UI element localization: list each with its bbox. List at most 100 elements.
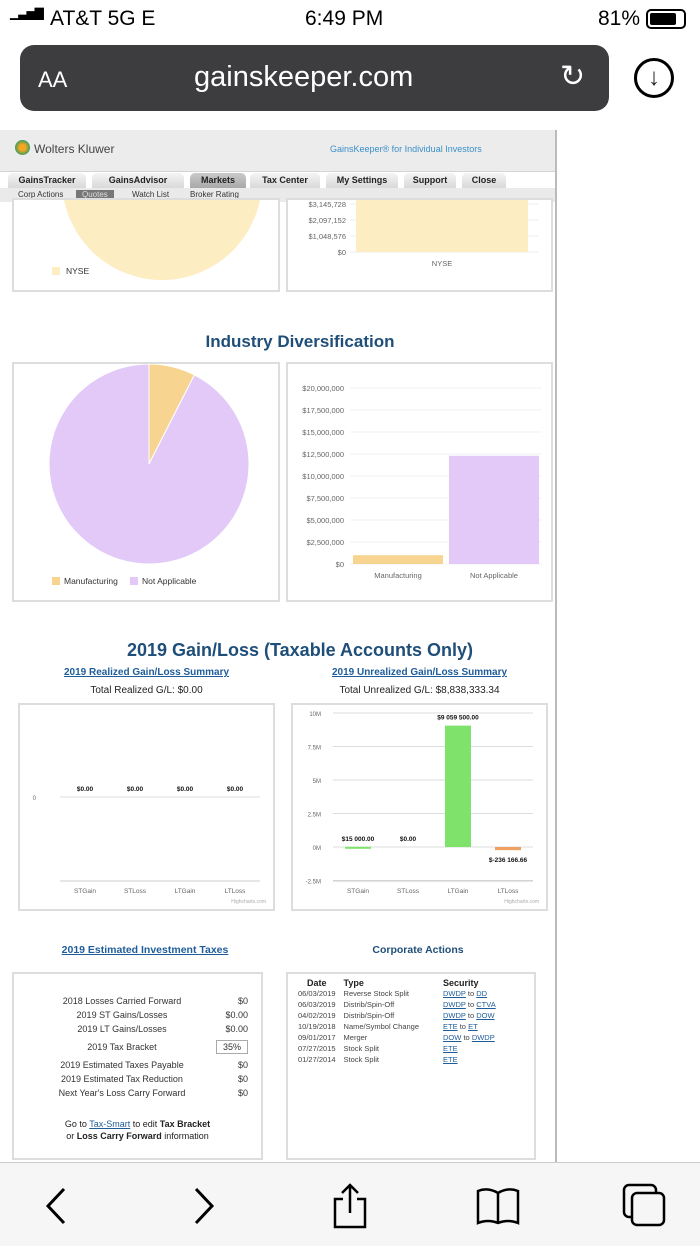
tax-amount: $0 [237,1088,248,1098]
security-link[interactable]: DOW [443,1033,462,1042]
y-tick-label: $5,000,000 [306,516,344,525]
security-link[interactable]: CTVA [476,1000,496,1009]
industry-heading: Industry Diversification [205,332,395,351]
reload-icon[interactable]: ↻ [560,60,586,93]
page-margin [559,130,700,1162]
col-date: Date [307,978,327,988]
action-type: Merger [343,1033,368,1042]
action-type: Name/Symbol Change [343,1022,420,1031]
security-link[interactable]: DWDP [443,989,466,998]
y-tick-label: $15,000,000 [302,428,344,437]
data-label: $0.00 [400,836,417,843]
reader-aa-button[interactable]: AA [38,67,68,92]
action-date: 09/01/2017 [298,1033,336,1042]
highcharts-credit: Highcharts.com [231,899,266,905]
tab-gainsadvisor[interactable]: GainsAdvisor [92,173,184,188]
security-link[interactable]: DWDP [443,1011,466,1020]
y-tick-label: 2.5M [308,813,321,819]
realized-total: Total Realized G/L: $0.00 [90,685,203,696]
tax-amount: $0.00 [225,1024,248,1034]
back-icon[interactable] [32,1181,82,1231]
subnav-broker-rating[interactable]: Broker Rating [190,190,239,199]
security-link[interactable]: DOW [476,1011,495,1020]
note-bold: Tax Bracket [159,1119,211,1129]
unrealized-chart-panel: -2.5M 0M 2.5M 5M 7.5M 10M $15 000.00 STGain $0.0… [291,703,548,911]
to-word: to [459,1022,466,1031]
url-text[interactable]: gainskeeper.com [194,61,414,93]
tab-my-settings[interactable]: My Settings [326,173,398,188]
realized-summary-link[interactable]: 2019 Realized Gain/Loss Summary [63,667,230,678]
x-tick-label: STGain [74,888,96,895]
realized-chart-panel: 0 $0.00 STGain $0.00 STLoss $0.00 LTGain $0.00 L… [18,703,275,911]
security-link[interactable]: DD [476,989,488,998]
tax-row: 2019 Estimated Taxes Payable $0 [42,1058,252,1072]
web-page: Wolters Kluwer GainsKeeper® for Individu… [0,130,557,1162]
y-tick-label: $7,500,000 [306,494,344,503]
corp-action-row: 04/02/2019 Distrib/Spin-Off DWDP to DOW [294,1010,500,1021]
tax-value: $0.00 [202,1008,252,1022]
y-tick-label: $0 [338,248,346,257]
download-icon[interactable]: ↓ [634,58,674,98]
forward-icon[interactable] [178,1181,228,1231]
corp-action-row: 06/03/2019 Distrib/Spin-Off DWDP to CTVA [294,999,500,1010]
tabs-icon[interactable] [620,1181,670,1231]
tax-value[interactable]: 35% [202,1040,252,1054]
tax-amount: $0.00 [225,1010,248,1020]
bar-not-applicable [449,455,539,564]
data-label: $0.00 [127,786,144,793]
estimated-taxes-link[interactable]: 2019 Estimated Investment Taxes [61,944,229,956]
tax-value: $0 [202,994,252,1008]
logo-icon [15,140,30,155]
to-word: to [463,1033,470,1042]
tab-gainstracker[interactable]: GainsTracker [8,173,86,188]
x-tick-label: LTLoss [498,888,520,895]
tax-row: Next Year's Loss Carry Forward $0 [42,1086,252,1100]
y-tick-label: 0M [313,846,321,852]
bar-ltgain [445,725,471,847]
tab-markets[interactable]: Markets [190,173,246,188]
corp-action-row: 09/01/2017 Merger DOW to DWDP [294,1032,500,1043]
tab-support[interactable]: Support [404,173,456,188]
subnav-watch-list[interactable]: Watch List [132,190,170,199]
legend-item: Not Applicable [142,576,197,586]
tax-note: Go to Tax-Smart to edit Tax Bracket or L… [14,1118,261,1142]
bookmarks-icon[interactable] [473,1181,523,1231]
address-bar[interactable]: AA gainskeeper.com ↻ [20,45,609,111]
x-tick-label: NYSE [432,259,452,268]
security-link[interactable]: ETE [443,1022,458,1031]
brand-name: Wolters Kluwer [34,142,115,156]
to-word: to [467,1000,475,1009]
unrealized-summary-link[interactable]: 2019 Unrealized Gain/Loss Summary [331,667,508,678]
legend-swatch [52,267,60,275]
tab-tax-center[interactable]: Tax Center [250,173,320,188]
share-icon[interactable] [325,1181,375,1231]
corporate-actions-table: Date Type Security 06/03/2019 Reverse Stock… [294,978,500,1065]
x-tick-label: STLoss [124,888,147,895]
security-link[interactable]: ETE [443,1055,458,1064]
security-link[interactable]: ET [468,1022,478,1031]
tab-close[interactable]: Close [462,173,506,188]
tax-label: 2019 Tax Bracket [87,1042,157,1052]
gainloss-heading: 2019 Gain/Loss (Taxable Accounts Only) [126,640,474,660]
corp-action-row: 06/03/2019 Reverse Stock Split DWDP to DD [294,988,500,999]
legend-swatch [130,577,138,585]
highcharts-credit: Highcharts.com [504,899,539,905]
tax-label: Next Year's Loss Carry Forward [58,1088,186,1098]
x-tick-label: STLoss [397,888,420,895]
security-link[interactable]: ETE [443,1044,458,1053]
tax-smart-link[interactable]: Tax-Smart [89,1119,131,1129]
subnav-quotes[interactable]: Quotes [76,190,114,199]
tax-bracket-input[interactable]: 35% [215,1040,248,1054]
security-link[interactable]: DWDP [443,1000,466,1009]
x-tick-label: Not Applicable [470,571,518,580]
to-word: to [467,989,475,998]
data-label: $0.00 [227,786,244,793]
x-tick-label: Manufacturing [374,571,422,580]
subnav-corp-actions[interactable]: Corp Actions [18,190,64,199]
bar-nyse [356,200,528,252]
industry-pie-panel: Manufacturing Not Applicable [12,362,280,602]
security-link[interactable]: DWDP [471,1033,495,1042]
to-word: to [467,1011,475,1020]
corp-action-row: 10/19/2018 Name/Symbol Change ETE to ET [294,1021,500,1032]
tax-value: $0 [202,1072,252,1086]
